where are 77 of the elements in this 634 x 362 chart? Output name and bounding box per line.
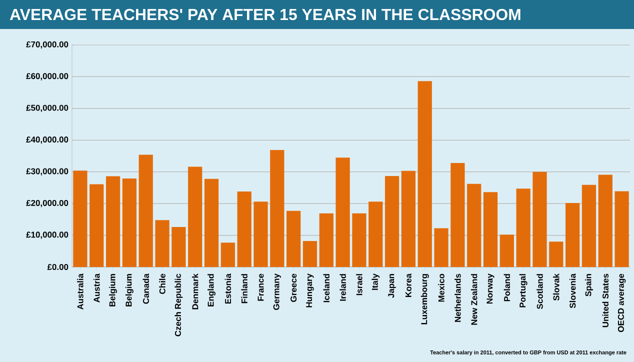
bar (450, 162, 465, 267)
x-tick-label: Germany (273, 274, 281, 310)
x-tick-label: Finland (241, 274, 248, 304)
bar (336, 158, 350, 267)
x-tick-label: Slovenia (569, 273, 576, 308)
bar (254, 202, 268, 267)
y-tick-label: £60,000.00 (26, 73, 68, 80)
x-tick-label: Chile (159, 274, 166, 294)
y-tick-label: £30,000.00 (26, 168, 68, 176)
bar (614, 191, 629, 267)
bar (434, 228, 448, 267)
bar (319, 213, 334, 267)
bar (368, 202, 383, 267)
x-tick-label: Portugal (519, 274, 528, 308)
y-tick-label: £40,000.00 (26, 136, 68, 144)
x-tick-label: Estonia (224, 273, 232, 304)
x-tick-label: Scotland (536, 274, 543, 310)
x-tick-label: Netherlands (454, 274, 461, 322)
bar (90, 184, 104, 267)
x-tick-label: Hungary (306, 274, 314, 308)
x-tick-label: Denmark (192, 274, 198, 310)
x-tick-label: United States (602, 274, 608, 328)
y-tick-label: £20,000.00 (26, 200, 68, 208)
x-tick-label: Poland (504, 274, 510, 302)
x-tick-label: Austria (94, 273, 100, 302)
bar (598, 174, 612, 267)
chart-title: AVERAGE TEACHERS' PAY AFTER 15 YEARS IN THE CLASSROOM (10, 8, 520, 20)
bar (532, 172, 547, 267)
y-tick-label: £70,000.00 (26, 41, 68, 49)
bar (204, 178, 219, 267)
x-tick-label: France (258, 274, 264, 301)
x-tick-label: Israel (356, 274, 362, 296)
bar (188, 166, 202, 267)
x-tick-label: Mexico (438, 274, 444, 302)
bar (122, 178, 137, 267)
x-tick-label: Greece (290, 274, 297, 302)
bar (418, 81, 432, 267)
bar (106, 176, 120, 267)
bar (270, 150, 284, 267)
x-tick-label: OECD average (618, 274, 626, 332)
x-tick-label: Japan (388, 274, 396, 298)
x-tick-label: Luxembourg (420, 274, 429, 324)
bar (220, 242, 235, 267)
x-tick-label: New Zealand (470, 274, 478, 325)
bar (384, 176, 400, 267)
bar (516, 188, 530, 267)
x-tick-label: Iceland (323, 274, 330, 302)
bar (500, 234, 514, 267)
x-tick-label: Czech Republic (174, 274, 183, 336)
bar (286, 210, 301, 267)
bar (483, 192, 498, 267)
bar (138, 154, 153, 267)
x-tick-label: Canada (142, 273, 149, 304)
x-tick-label: Australia (77, 273, 84, 310)
bar (352, 213, 366, 267)
x-tick-label: Spain (585, 274, 593, 296)
bar (566, 202, 580, 267)
bar (155, 220, 170, 267)
bar (467, 184, 482, 267)
x-tick-label: Belgium (109, 274, 118, 306)
bar (549, 242, 564, 267)
x-tick-label: Italy (372, 274, 380, 290)
x-tick-label: Korea (405, 273, 412, 297)
x-tick-label: Slovak (553, 274, 560, 301)
bar (401, 170, 416, 267)
x-tick-label: Ireland (340, 274, 346, 301)
bar (237, 192, 252, 267)
bar (302, 240, 318, 267)
x-tick-label: Belgium (125, 274, 134, 306)
x-tick-label: England (208, 274, 216, 306)
bar (73, 170, 88, 267)
y-tick-label: £0.00 (47, 264, 68, 270)
x-tick-label: Norway (486, 274, 494, 304)
y-tick-label: £50,000.00 (26, 104, 68, 112)
bar (172, 227, 186, 267)
bar (582, 184, 596, 267)
y-tick-label: £10,000.00 (26, 232, 68, 239)
